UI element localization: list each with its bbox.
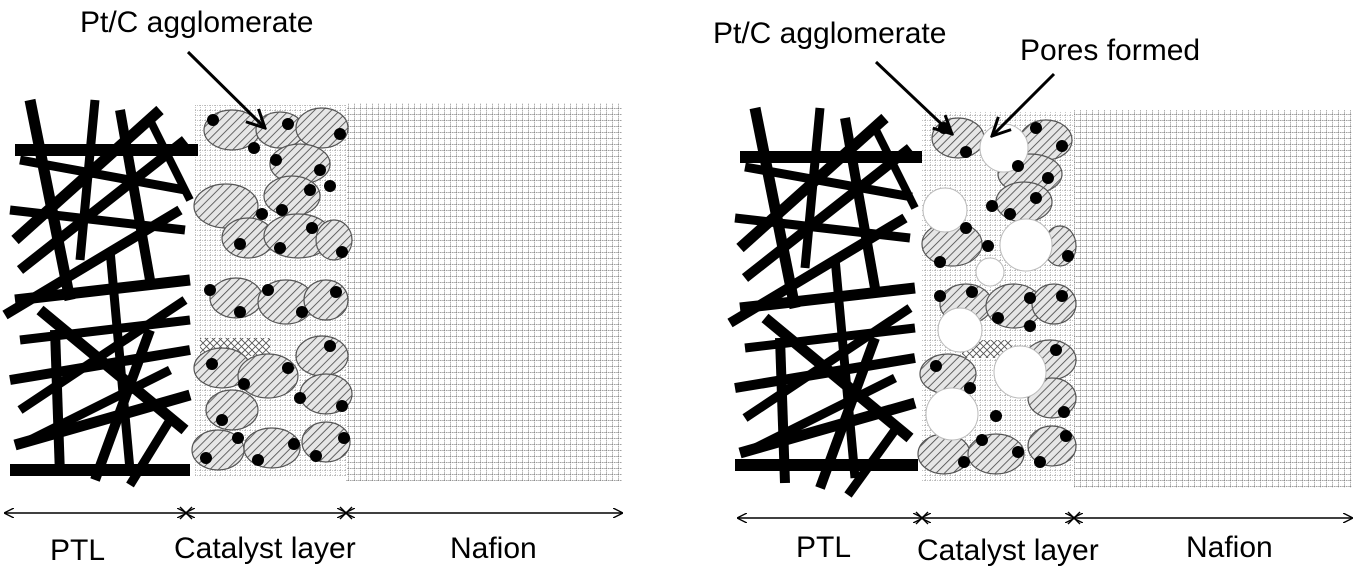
catalyst-layer-label: Catalyst layer [917, 534, 1099, 566]
pores-annotation: Pores formed [1020, 34, 1200, 67]
ptl-label: PTL [796, 531, 851, 564]
dimension-arrows [5, 506, 622, 520]
panel-before: Pt/C agglomerate PTL Catalyst layer Nafi… [2, 6, 622, 566]
catalyst-layer-label: Catalyst layer [174, 532, 356, 565]
nafion-region [1074, 110, 1352, 488]
dimension-arrows [738, 511, 1352, 525]
agglomerate-annotation: Pt/C agglomerate [713, 17, 946, 50]
agglomerate-pointer-arrow [186, 50, 265, 128]
agglomerate-annotation: Pt/C agglomerate [80, 6, 313, 39]
panel-after: Pt/C agglomerate Pores formed PTL Cataly… [713, 17, 1352, 566]
nafion-label: Nafion [450, 532, 537, 565]
ptl-label: PTL [50, 534, 105, 566]
pt-particles [930, 122, 1074, 468]
nafion-label: Nafion [1186, 531, 1273, 564]
nafion-region [346, 103, 622, 481]
pt-particles [200, 114, 350, 466]
pores-pointer-arrow [992, 72, 1056, 136]
agglomerate-pointer-arrow [874, 60, 952, 134]
ptl-fibers [2, 98, 198, 488]
pores [922, 123, 1053, 441]
ptl-fibers [727, 106, 922, 498]
